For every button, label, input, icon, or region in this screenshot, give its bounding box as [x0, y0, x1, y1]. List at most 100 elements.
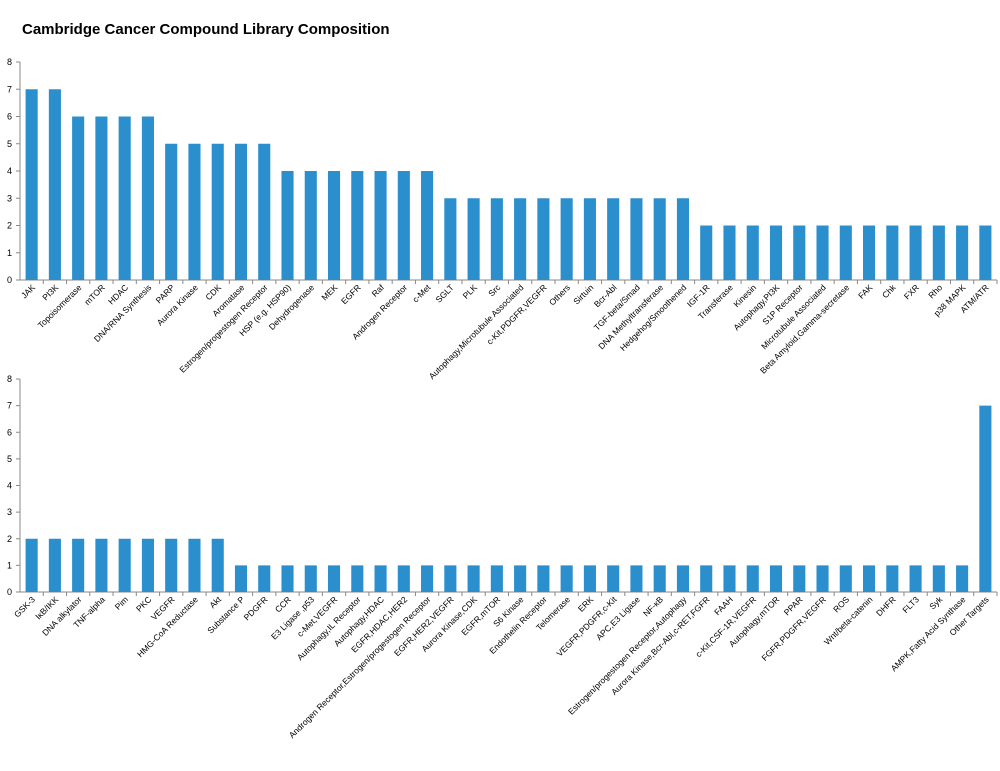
bar [537, 565, 550, 592]
bar [909, 565, 922, 592]
bar [956, 565, 969, 592]
bar [723, 565, 736, 592]
bar [793, 225, 806, 280]
bar [467, 198, 480, 280]
y-tick-label: 7 [7, 84, 12, 94]
bar [653, 198, 666, 280]
x-category-label: ROS [831, 594, 851, 614]
bar [467, 565, 480, 592]
bar [956, 225, 969, 280]
bar [676, 565, 690, 592]
y-tick-label: 5 [7, 454, 12, 464]
x-category-label: Akt [207, 594, 223, 610]
bar [700, 225, 713, 280]
bar [630, 565, 643, 592]
x-category-label: FLT3 [900, 594, 921, 615]
x-category-label: Raf [370, 282, 387, 299]
bar [351, 171, 364, 280]
y-tick-label: 3 [7, 507, 12, 517]
bar [886, 565, 899, 592]
bar [327, 565, 341, 592]
bar [583, 198, 596, 280]
bar [374, 565, 387, 592]
x-category-label: Src [486, 282, 503, 299]
bar [839, 565, 852, 592]
x-category-label: SGLT [433, 282, 455, 304]
bar [514, 198, 527, 280]
bar [118, 538, 131, 592]
bar [769, 565, 783, 592]
bar [374, 171, 387, 280]
x-category-label: mTOR [82, 282, 107, 307]
bar [490, 565, 503, 592]
bar [746, 225, 759, 280]
bar [421, 171, 434, 280]
x-category-label: PI3K [40, 282, 60, 302]
bar [816, 225, 829, 280]
x-category-label: FXR [902, 282, 921, 301]
y-tick-label: 2 [7, 221, 12, 231]
x-category-label: JAK [19, 282, 37, 300]
x-category-label: PKC [134, 594, 153, 613]
bar [188, 143, 201, 280]
x-category-label: Syk [927, 594, 945, 612]
y-tick-label: 0 [7, 587, 12, 597]
bar [165, 143, 178, 280]
bar [421, 565, 434, 592]
x-category-label: Rho [926, 282, 944, 300]
y-tick-label: 1 [7, 560, 12, 570]
y-tick-label: 1 [7, 248, 12, 258]
bar [444, 565, 457, 592]
bar [979, 405, 992, 592]
x-category-label: CCR [273, 594, 293, 614]
bar [397, 171, 410, 280]
bar [304, 171, 317, 280]
bar [95, 116, 108, 280]
bar [676, 198, 690, 280]
y-tick-label: 4 [7, 481, 12, 491]
bar [514, 565, 527, 592]
y-tick-label: 3 [7, 193, 12, 203]
bar [723, 225, 736, 280]
bar [327, 171, 341, 280]
bar [258, 565, 271, 592]
bar [281, 565, 294, 592]
bar [72, 116, 85, 280]
bar [234, 565, 248, 592]
bar [607, 565, 620, 592]
bar [839, 225, 852, 280]
bar [607, 198, 620, 280]
bar [48, 89, 61, 280]
bar [211, 538, 224, 592]
y-tick-label: 4 [7, 166, 12, 176]
bar [234, 143, 248, 280]
bar [560, 565, 573, 592]
bar [397, 565, 410, 592]
x-category-label: PDGFR [242, 594, 270, 622]
bar [141, 538, 154, 592]
bar [979, 225, 992, 280]
y-tick-label: 8 [7, 57, 12, 67]
y-tick-label: 6 [7, 112, 12, 122]
x-category-label: DHFR [874, 594, 898, 618]
bar [886, 225, 899, 280]
y-tick-label: 6 [7, 427, 12, 437]
bar [793, 565, 806, 592]
x-category-label: Chk [880, 282, 898, 300]
bar [932, 565, 945, 592]
bar [560, 198, 573, 280]
bar [141, 116, 154, 280]
bar [211, 143, 224, 280]
x-category-label: FAK [856, 282, 875, 301]
bar [118, 116, 131, 280]
x-category-label: EGFR [339, 282, 363, 306]
bar [653, 565, 666, 592]
x-category-label: Pim [113, 594, 130, 611]
bar [816, 565, 829, 592]
x-category-label: Others [547, 282, 572, 307]
bar [863, 225, 876, 280]
bar [351, 565, 364, 592]
bar [25, 538, 38, 592]
bar [909, 225, 922, 280]
